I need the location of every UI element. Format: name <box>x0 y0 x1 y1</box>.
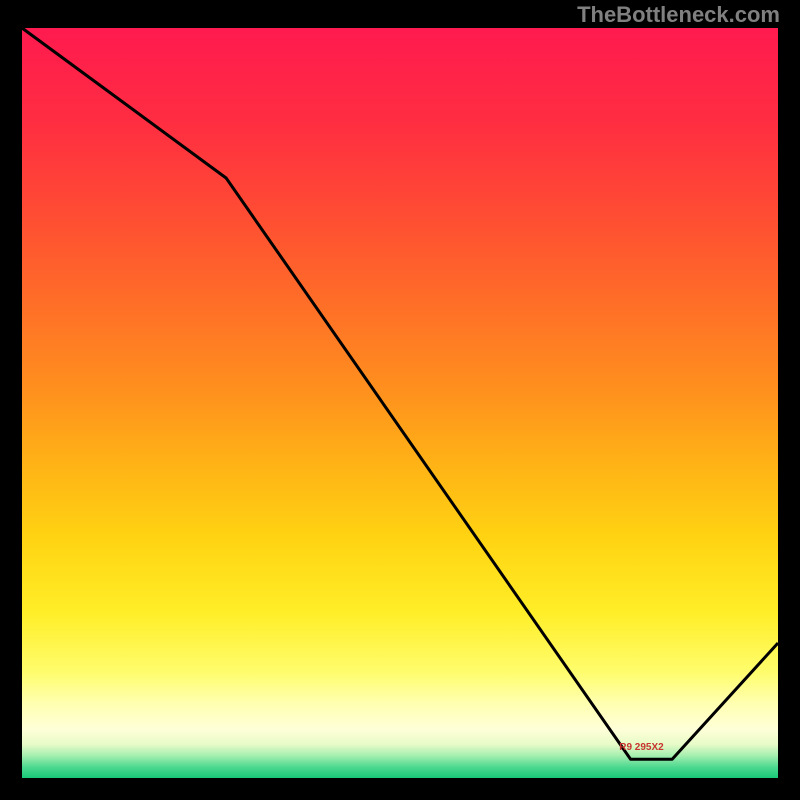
gradient-fill <box>22 28 778 778</box>
chart-svg <box>0 0 800 800</box>
stage: TheBottleneck.com R9 295X2 <box>0 0 800 800</box>
series-label: R9 295X2 <box>619 742 663 753</box>
